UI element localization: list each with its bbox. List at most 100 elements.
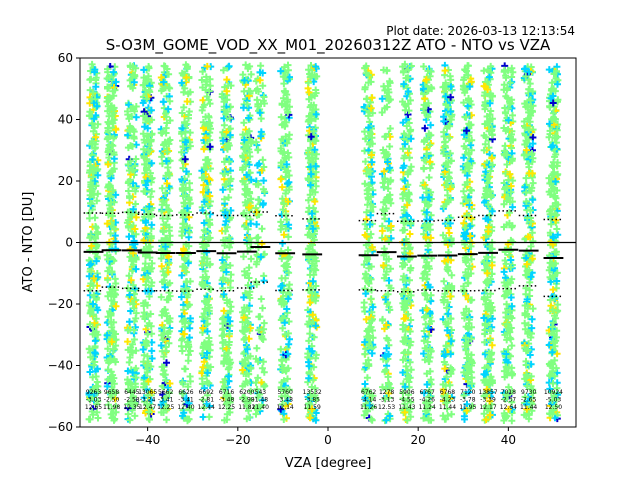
- scatter-point: [162, 189, 169, 197]
- scatter-point: [147, 106, 155, 114]
- scatter-point: [200, 219, 208, 227]
- scatter-point: [86, 162, 94, 170]
- scatter-point: [110, 116, 118, 124]
- scatter-point: [182, 138, 189, 146]
- bin-std-label: 12.53: [378, 404, 395, 411]
- scatter-point: [206, 100, 214, 108]
- scatter-point: [140, 358, 148, 366]
- scatter-point: [203, 315, 211, 323]
- scatter-point: [205, 159, 213, 167]
- scatter-point: [94, 306, 102, 314]
- scatter-point: [131, 412, 139, 420]
- scatter-point: [127, 397, 135, 405]
- scatter-point: [148, 159, 156, 167]
- scatter-point: [165, 70, 173, 78]
- x-tick-label: 0: [324, 433, 332, 447]
- scatter-point: [221, 416, 228, 424]
- scatter-point: [184, 194, 192, 202]
- scatter-point: [86, 76, 94, 84]
- scatter-point: [206, 82, 214, 90]
- scatter-point: [140, 187, 148, 195]
- y-tick-label: 60: [58, 51, 73, 65]
- scatter-point: [226, 307, 234, 315]
- scatter-point: [128, 348, 136, 356]
- scatter-point: [219, 137, 227, 145]
- scatter-point: [181, 199, 189, 207]
- scatter-point: [185, 250, 192, 258]
- scatter-point: [129, 62, 137, 70]
- scatter-point: [218, 332, 226, 340]
- scatter-point: [105, 127, 112, 135]
- scatter-point: [179, 390, 187, 398]
- scatter-point: [110, 155, 118, 163]
- scatter-point: [126, 416, 134, 424]
- scatter-point: [87, 280, 95, 287]
- scatter-point: [126, 76, 134, 84]
- scatter-point: [202, 228, 210, 236]
- scatter-point: [160, 78, 168, 86]
- bin-scatter: [178, 61, 194, 425]
- bin-std-label: 12.25: [218, 404, 235, 411]
- bin-count-label: 13532: [303, 389, 322, 396]
- scatter-point: [86, 415, 94, 423]
- scatter-point: [221, 158, 228, 166]
- scatter-point: [183, 65, 191, 73]
- scatter-point: [87, 308, 95, 316]
- scatter-point: [144, 72, 152, 80]
- scatter-point: [198, 278, 206, 286]
- scatter-point: [180, 263, 188, 271]
- bin-mean-label: -3.48: [277, 397, 293, 404]
- bin-mean-label: -3.48: [219, 397, 235, 404]
- bin-count-label: 5760: [278, 389, 293, 396]
- scatter-point: [142, 219, 150, 227]
- scatter-point: [108, 141, 116, 149]
- scatter-point: [140, 136, 148, 144]
- scatter-point: [130, 128, 138, 136]
- scatter-point: [145, 203, 153, 210]
- scatter-point: [86, 261, 93, 269]
- scatter-point: [159, 391, 167, 399]
- scatter-point: [88, 408, 96, 415]
- bin-std-label: 12.14: [277, 404, 294, 411]
- scatter-point: [184, 259, 192, 267]
- scatter-point: [145, 86, 153, 94]
- scatter-point: [132, 265, 140, 273]
- scatter-point: [112, 126, 120, 134]
- scatter-point: [147, 287, 155, 295]
- scatter-point: [185, 228, 193, 236]
- bin-mean-label: -2.58: [124, 397, 140, 404]
- bin-mean-label: -1.48: [253, 397, 269, 404]
- bin-std-label: 11.24: [419, 404, 436, 411]
- scatter-point: [158, 262, 166, 270]
- scatter-point: [90, 191, 98, 199]
- scatter-point: [87, 178, 95, 186]
- scatter-point: [147, 234, 155, 242]
- scatter-point: [112, 402, 120, 410]
- scatter-point: [163, 416, 170, 424]
- scatter-point: [179, 143, 187, 150]
- scatter-point: [105, 211, 112, 219]
- scatter-point: [106, 288, 114, 296]
- scatter-point: [92, 257, 100, 265]
- bin-std-label: 11.98: [103, 404, 120, 411]
- scatter-point: [148, 279, 156, 286]
- scatter-point: [200, 358, 208, 366]
- scatter-point: [166, 314, 174, 322]
- scatter-point: [144, 378, 152, 385]
- scatter-point: [180, 103, 188, 111]
- bin-count-label: 6768: [440, 389, 455, 396]
- scatter-point: [129, 300, 137, 308]
- scatter-point: [111, 86, 119, 94]
- scatter-point: [223, 253, 231, 261]
- x-tick-label: −20: [225, 433, 250, 447]
- scatter-point: [140, 153, 148, 160]
- scatter-point: [178, 69, 186, 77]
- scatter-point: [180, 330, 188, 338]
- scatter-point: [104, 160, 112, 168]
- scatter-point: [124, 410, 132, 418]
- scatter-point: [129, 340, 136, 348]
- scatter-point: [127, 171, 135, 178]
- scatter-point: [206, 143, 214, 151]
- bin-std-label: 11.44: [520, 404, 537, 411]
- scatter-point: [132, 374, 140, 382]
